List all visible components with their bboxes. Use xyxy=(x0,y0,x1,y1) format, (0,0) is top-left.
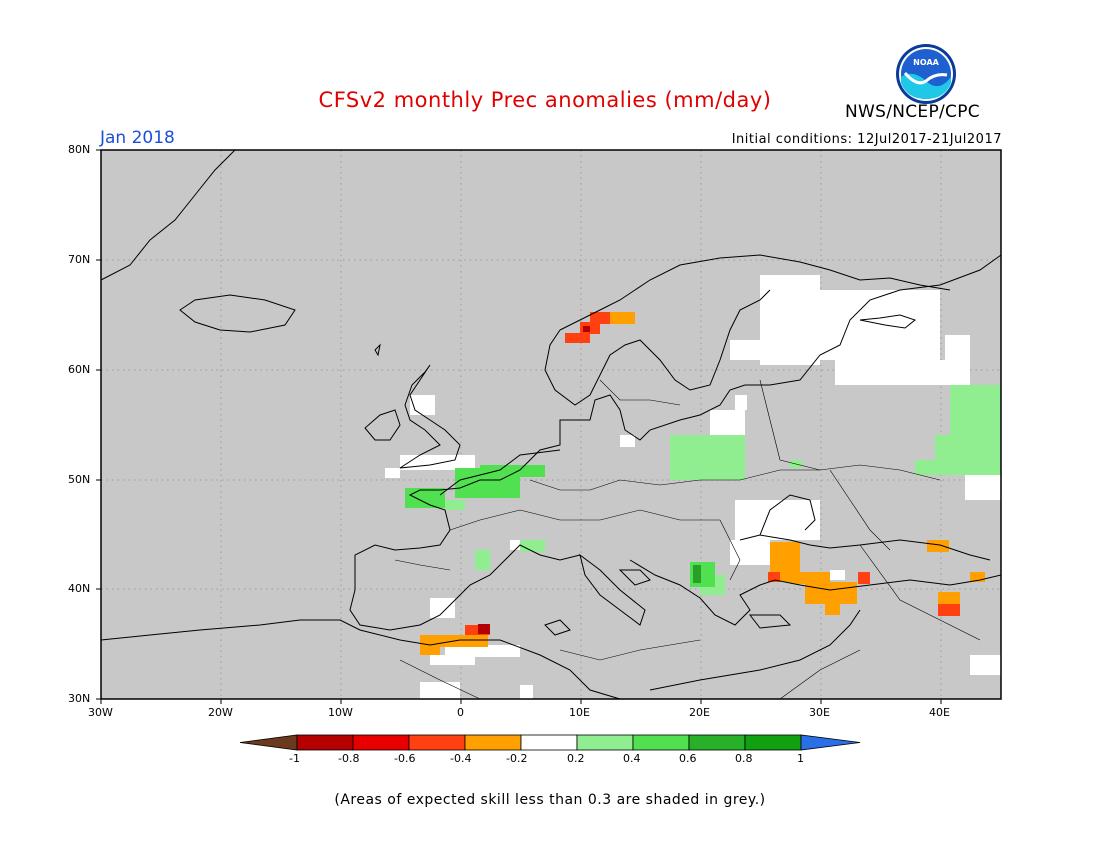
map-title: CFSv2 monthly Prec anomalies (mm/day) xyxy=(318,88,772,112)
negative-anomaly-strong xyxy=(478,326,590,634)
lon-label: 20E xyxy=(689,706,710,719)
colorbar-label: -1 xyxy=(289,752,300,765)
colorbar-swatch xyxy=(576,734,634,751)
near-normal-areas xyxy=(385,275,1001,699)
lat-label: 60N xyxy=(68,363,91,376)
positive-anomaly-strong xyxy=(693,565,701,583)
colorbar-swatch xyxy=(688,734,746,751)
coastlines xyxy=(100,149,1002,700)
colorbar-swatch xyxy=(632,734,690,751)
lon-label: 40E xyxy=(929,706,950,719)
colorbar-swatch xyxy=(520,734,578,751)
lat-label: 30N xyxy=(68,692,91,705)
colorbar-label: -0.6 xyxy=(394,752,416,765)
lon-label: 10W xyxy=(328,706,353,719)
positive-anomaly-light xyxy=(445,385,1001,595)
colorbar-swatch xyxy=(464,734,522,751)
map-background xyxy=(101,150,1001,699)
lon-label: 30E xyxy=(809,706,830,719)
colorbar-label: 1 xyxy=(797,752,804,765)
colorbar-swatch xyxy=(744,734,802,751)
colorbar-label: 0.6 xyxy=(679,752,697,765)
lon-label: 20W xyxy=(208,706,233,719)
initial-conditions: Initial conditions: 12Jul2017-21Jul2017 xyxy=(731,132,1002,147)
map-frame xyxy=(100,149,1002,700)
colorbar-label: -0.2 xyxy=(506,752,528,765)
colorbar-swatch xyxy=(408,734,466,751)
lon-label: 0 xyxy=(457,706,464,719)
lon-label: 10E xyxy=(569,706,590,719)
colorbar-arrow-right xyxy=(800,734,861,751)
lat-label: 70N xyxy=(68,253,91,266)
colorbar-label: -0.8 xyxy=(338,752,360,765)
lat-label: 80N xyxy=(68,143,91,156)
agency-label: NWS/NCEP/CPC xyxy=(845,102,980,122)
colorbar xyxy=(239,734,861,751)
colorbar-swatch xyxy=(296,734,354,751)
lat-label: 40N xyxy=(68,582,91,595)
noaa-logo-text: NOAA xyxy=(913,58,939,67)
lat-label: 50N xyxy=(68,473,91,486)
skill-note: (Areas of expected skill less than 0.3 a… xyxy=(334,792,766,808)
country-borders xyxy=(394,379,981,700)
axis-ticks xyxy=(96,149,942,704)
colorbar-label: -0.4 xyxy=(450,752,472,765)
colorbar-label: 0.2 xyxy=(567,752,585,765)
lon-label: 30W xyxy=(88,706,113,719)
noaa-logo-icon: NOAA xyxy=(896,44,956,104)
month-label: Jan 2018 xyxy=(100,128,175,148)
colorbar-swatch xyxy=(352,734,410,751)
colorbar-label: 0.8 xyxy=(735,752,753,765)
colorbar-arrow-left xyxy=(239,734,298,751)
colorbar-label: 0.4 xyxy=(623,752,641,765)
